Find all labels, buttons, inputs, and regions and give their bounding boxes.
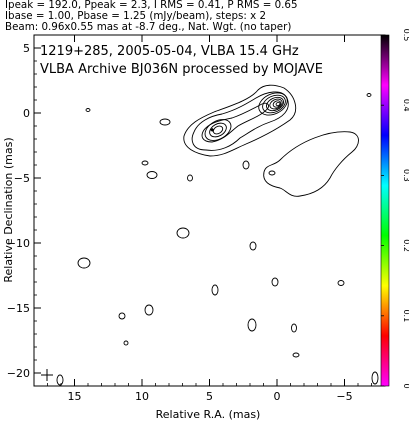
y-tick-label: −20 <box>7 367 30 380</box>
core-contour-3 <box>266 96 284 112</box>
core-contour-6 <box>275 101 281 107</box>
colorbar-tick: 0.4 <box>381 99 409 112</box>
colorbar-tick-label: 0 <box>402 383 409 388</box>
lobe-contour <box>263 131 359 197</box>
chart-subtitle: VLBA Archive BJ036N processed by MOJAVE <box>40 62 323 77</box>
y-tick-label: −5 <box>14 172 30 185</box>
x-tick: 0 <box>274 35 281 403</box>
noise-contour <box>268 170 276 176</box>
noise-contour <box>146 171 158 179</box>
colorbar-tick: 0.2 <box>381 239 409 252</box>
header-line-1: Ipeak = 192.0, Ppeak = 2.3, I RMS = 0.41… <box>5 0 298 11</box>
x-tick-label: 10 <box>135 390 149 403</box>
core-contour-5 <box>272 100 282 108</box>
x-tick-label: −5 <box>336 390 352 403</box>
jet-contour-2 <box>201 102 269 143</box>
knot-contour-2 <box>209 122 227 138</box>
knot-contour-3 <box>212 125 224 135</box>
jet-outer-contour <box>183 84 297 157</box>
colorbar-tick-label: 0.2 <box>402 239 409 252</box>
noise-contour <box>242 160 250 170</box>
x-tick: 15 <box>68 35 82 403</box>
colorbar-tick: 0.3 <box>381 169 409 182</box>
noise-contour <box>247 318 257 332</box>
noise-contour <box>176 227 190 239</box>
knot-marker <box>210 127 215 132</box>
colorbar-gradient <box>380 34 390 387</box>
colorbar-tick: 0.5 <box>381 29 409 42</box>
colorbar-tick-label: 0.5 <box>402 29 409 42</box>
core-contour-2 <box>262 94 286 114</box>
x-axis-ticks: 15 10 5 0 −5 <box>33 35 386 403</box>
chart-title: 1219+285, 2005-05-04, VLBA 15.4 GHz <box>40 44 299 59</box>
colorbar-tick-label: 0.1 <box>402 309 409 322</box>
y-tick-label: −15 <box>7 302 30 315</box>
noise-contour <box>123 340 129 346</box>
x-tick-label: 0 <box>274 390 281 403</box>
y-tick: −15 <box>7 302 41 315</box>
plot-frame <box>33 34 386 387</box>
colorbar-ticks: 0 0.1 0.2 0.3 0.4 0.5 <box>381 29 409 389</box>
contours <box>56 84 379 386</box>
noise-contour <box>118 312 126 320</box>
core-contour-4 <box>269 98 283 110</box>
noise-contour <box>159 118 171 126</box>
header-line-3: Beam: 0.96x0.55 mas at -8.7 deg., Nat. W… <box>5 21 292 33</box>
noise-contour <box>337 280 345 286</box>
y-tick: 0 <box>23 107 41 120</box>
header-line-2: Ibase = 1.00, Pbase = 1.25 (mJy/beam), s… <box>5 10 267 22</box>
noise-contour <box>211 284 219 296</box>
jet-contour-1 <box>191 91 289 151</box>
noise-contour <box>371 371 379 385</box>
y-tick-label: 0 <box>23 107 30 120</box>
noise-contour <box>187 174 193 182</box>
x-tick: 10 <box>135 35 149 403</box>
y-tick: −10 <box>7 237 41 250</box>
noise-contour <box>366 93 372 97</box>
noise-contour <box>249 241 257 251</box>
colorbar-tick-label: 0.4 <box>402 99 409 112</box>
colorbar-tick-label: 0.3 <box>402 169 409 182</box>
y-tick: −5 <box>14 172 41 185</box>
knot-contour-1 <box>204 119 232 141</box>
x-tick-label: 15 <box>68 390 82 403</box>
y-tick: 5 <box>23 42 41 55</box>
x-tick: −5 <box>336 35 353 403</box>
noise-contour <box>292 352 300 358</box>
y-axis-ticks: 5 0 −5 −10 −15 −20 <box>7 34 41 387</box>
noise-contour <box>271 277 279 287</box>
colorbar: 0 0.1 0.2 0.3 0.4 0.5 <box>380 29 409 389</box>
y-tick-label: 5 <box>23 42 30 55</box>
colorbar-tick: 0 <box>381 383 409 389</box>
noise-contour <box>85 108 91 112</box>
noise-contour <box>56 374 64 386</box>
x-tick: 5 <box>206 35 213 403</box>
noise-contour <box>77 257 91 269</box>
beam-marker <box>41 369 53 381</box>
colorbar-tick: 0.1 <box>381 309 409 322</box>
y-tick: −20 <box>7 367 41 380</box>
noise-contour <box>144 304 154 316</box>
noise-contour <box>291 323 297 333</box>
x-axis-label: Relative R.A. (mas) <box>156 408 261 421</box>
y-axis-label: Relative Declination (mas) <box>2 137 15 282</box>
y-tick-label: −10 <box>7 237 30 250</box>
x-tick-label: 5 <box>206 390 213 403</box>
noise-contour <box>141 160 149 166</box>
